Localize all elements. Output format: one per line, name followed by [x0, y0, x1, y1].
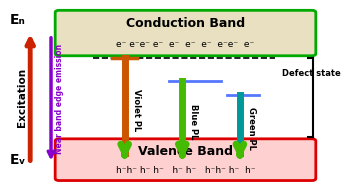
Text: Defect state: Defect state — [282, 69, 340, 77]
Text: Valence Band: Valence Band — [138, 145, 233, 158]
Text: Eₙ: Eₙ — [9, 13, 25, 27]
Text: Conduction Band: Conduction Band — [126, 17, 245, 30]
Text: h⁻h⁻ h⁻ h⁻   h⁻ h⁻   h⁻h⁻ h⁻  h⁻: h⁻h⁻ h⁻ h⁻ h⁻ h⁻ h⁻h⁻ h⁻ h⁻ — [116, 166, 255, 175]
FancyBboxPatch shape — [55, 10, 316, 56]
Text: Violet PL: Violet PL — [132, 89, 141, 132]
Text: Eᵥ: Eᵥ — [9, 153, 26, 167]
Text: Excitation: Excitation — [17, 68, 27, 127]
FancyBboxPatch shape — [55, 139, 316, 180]
Text: Green PL: Green PL — [247, 107, 256, 150]
Text: Near band edge emission: Near band edge emission — [55, 44, 64, 154]
Text: Blue PL: Blue PL — [189, 104, 198, 139]
Text: e⁻ e⁻e⁻ e⁻  e⁻  e⁻  e⁻  e⁻e⁻  e⁻: e⁻ e⁻e⁻ e⁻ e⁻ e⁻ e⁻ e⁻e⁻ e⁻ — [116, 40, 255, 49]
